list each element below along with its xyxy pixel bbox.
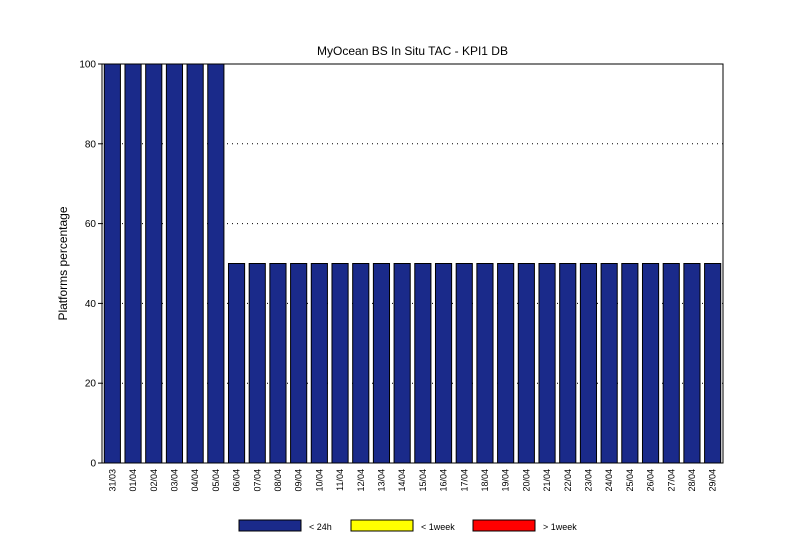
y-tick-label: 0 [90,459,96,470]
x-tick-label: 03/04 [169,469,179,492]
x-tick-label: 31/03 [107,469,117,492]
bar [600,263,618,464]
plot-frame [101,63,724,464]
x-tick-label: 04/04 [190,469,200,492]
bar [704,263,722,464]
bar [103,63,121,464]
x-tick-label: 19/04 [501,469,511,492]
x-tick-label: 10/04 [314,469,324,492]
x-tick-label: 27/04 [666,469,676,492]
bar [641,263,660,464]
bar [331,263,349,464]
bar [393,263,411,464]
bar [497,263,515,464]
bar [352,263,370,464]
y-tick-label: 40 [85,299,97,310]
legend-swatch [472,519,536,532]
bar [414,263,432,464]
legend-label: < 24h [309,522,332,532]
y-tick-label: 20 [85,379,97,390]
x-tick-label: 22/04 [563,469,573,492]
bar [269,263,287,464]
x-tick-label: 29/04 [708,469,718,492]
bar [434,263,453,464]
x-tick-label: 28/04 [687,469,697,492]
bar [579,263,598,464]
x-tick-label: 20/04 [521,469,531,492]
bar [559,263,577,464]
y-tick-label: 60 [85,219,97,230]
y-axis-label: Platforms percentage [56,206,70,320]
x-tick-label: 02/04 [149,469,159,492]
x-tick-label: 12/04 [356,469,366,492]
x-tick-label: 05/04 [211,469,221,492]
bar [207,63,225,464]
x-tick-label: 25/04 [625,469,635,492]
bar [145,63,163,464]
x-tick-label: 07/04 [252,469,262,492]
bar [186,63,204,464]
bar [248,263,266,464]
y-tick-label: 80 [85,139,97,150]
legend-label: < 1week [421,522,455,532]
x-tick-label: 08/04 [273,469,283,492]
bar [165,63,184,464]
x-tick-label: 24/04 [604,469,614,492]
bar [124,63,142,464]
bar [455,263,473,464]
bar [476,263,494,464]
bar [310,263,328,464]
legend-swatch [350,519,414,532]
y-ticks: 0 20 40 60 80 100 [79,60,102,470]
bar [372,263,391,464]
x-tick-label: 13/04 [376,469,386,492]
y-tick-label: 100 [79,60,96,71]
legend: < 24h < 1week > 1week [238,519,577,532]
x-tick-label: 15/04 [418,469,428,492]
x-ticks: 31/03 01/04 02/04 03/04 04/04 05/04 06/04 07/04… [107,469,717,492]
bar [662,263,680,464]
x-tick-label: 26/04 [646,469,656,492]
bar [538,263,556,464]
bar [621,263,639,464]
x-tick-label: 01/04 [128,469,138,492]
x-tick-label: 16/04 [439,469,449,492]
x-tick-label: 06/04 [232,469,242,492]
bars [103,63,722,464]
bar [517,263,535,464]
x-tick-label: 09/04 [294,469,304,492]
x-tick-label: 11/04 [335,469,345,491]
x-tick-label: 18/04 [480,469,490,492]
x-tick-label: 14/04 [397,469,407,492]
legend-swatch [238,519,302,532]
bar [227,263,246,464]
bar [683,263,701,464]
bar [290,263,308,464]
x-tick-label: 21/04 [542,469,552,492]
legend-label: > 1week [543,522,577,532]
x-tick-label: 17/04 [459,469,469,492]
x-tick-label: 23/04 [583,469,593,492]
chart-title: MyOcean BS In Situ TAC - KPI1 DB [317,44,508,58]
